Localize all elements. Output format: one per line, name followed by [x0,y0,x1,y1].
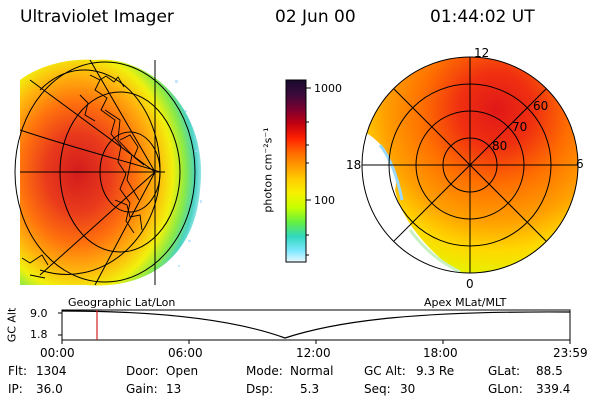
mlt-label-bottom: 0 [466,277,474,291]
seq-label: Seq: [364,382,391,396]
seq-value: 30 [400,382,416,396]
door-value: Open [166,364,199,378]
altitude-xtick: 00:00 [40,346,75,360]
observation-time: 01:44:02 UT [430,7,535,27]
mode-label: Mode: [246,364,283,378]
altitude-xtick: 06:00 [168,346,203,360]
right-panel-caption: Apex MLat/MLT [424,296,507,309]
altitude-ylabel: GC Alt [5,307,19,343]
glat-label: GLat: [488,364,521,378]
left-panel-caption: Geographic Lat/Lon [68,296,176,309]
gain-label: Gain: [126,382,158,396]
colorbar-tick-100: 100 [314,194,335,207]
mlt-label-top: 12 [474,46,490,60]
ip-label: IP: [8,382,23,396]
colorbar-tick-1000: 1000 [314,82,342,95]
geographic-grid [14,59,196,286]
gcalt-value: 9.3 Re [416,364,455,378]
gcalt-label: GC Alt: [364,364,406,378]
altitude-xtick: 18:00 [423,346,458,360]
glon-label: GLon: [488,382,523,396]
glon-value: 339.4 [536,382,571,396]
gain-value: 13 [166,382,182,396]
mlt-label-left: 18 [346,158,362,172]
door-label: Door: [126,364,159,378]
lat-label-80: 80 [492,139,508,153]
lat-label-60: 60 [533,99,549,113]
dsp-label: Dsp: [246,382,274,396]
flt-value: 1304 [36,364,67,378]
glat-value: 88.5 [536,364,563,378]
magnetic-grid [361,56,579,274]
observation-date: 02 Jun 00 [275,7,356,27]
lat-label-70: 70 [512,120,528,134]
altitude-ytick-high: 9.0 [30,307,48,320]
altitude-plot [58,309,571,344]
coastline-overlay [21,74,145,279]
colorbar-unit-label: photon cm⁻²s⁻¹ [261,127,275,213]
instrument-title: Ultraviolet Imager [20,7,174,27]
ip-value: 36.0 [36,382,63,396]
altitude-xtick: 23:59 [553,346,588,360]
altitude-ytick-low: 1.8 [30,328,48,341]
flt-label: Flt: [8,364,27,378]
dsp-value: 5.3 [300,382,320,396]
colorbar [285,79,311,263]
mode-value: Normal [290,364,334,378]
altitude-xtick: 12:00 [296,346,331,360]
mlt-label-right: 6 [576,157,584,171]
geographic-image [20,59,202,286]
